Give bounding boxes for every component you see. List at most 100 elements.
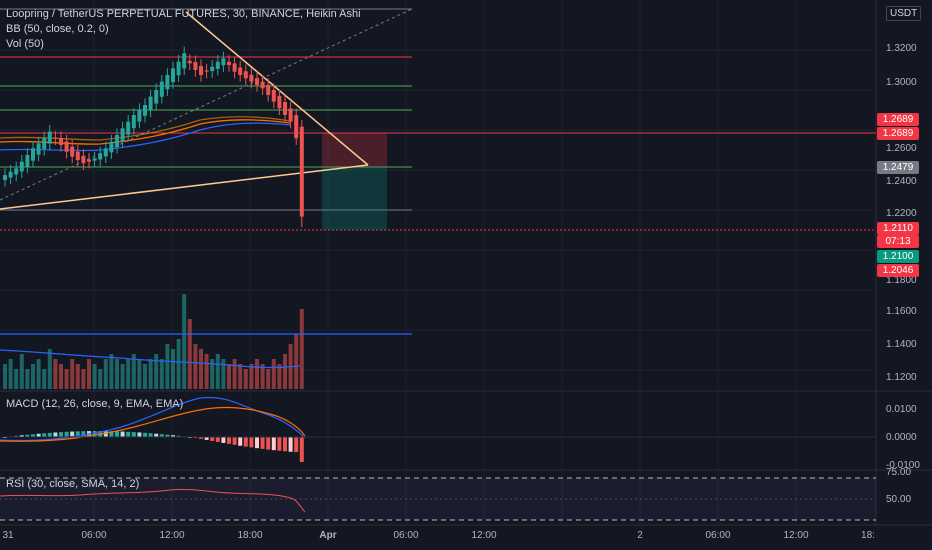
grid [0, 0, 875, 525]
volume-bar [19, 354, 24, 389]
macd-bar [143, 432, 147, 437]
macd-bar [171, 435, 175, 437]
candle [53, 137, 58, 139]
candle [103, 148, 108, 157]
candle [3, 175, 7, 180]
currency-label[interactable]: USDT [886, 6, 922, 21]
candle [232, 63, 237, 72]
volume-bar [255, 359, 259, 389]
candle [277, 95, 282, 109]
stop-loss-tag: 1.2689 [877, 113, 919, 126]
macd-bar [165, 434, 170, 437]
rsi-axis-label: 50.00 [886, 494, 912, 505]
volume-bar [154, 354, 159, 389]
rsi-legend[interactable]: RSI (30, close, SMA, 14, 2) [6, 478, 140, 490]
volume-bar [14, 369, 19, 389]
time-label: Apr [319, 530, 337, 541]
candle [187, 60, 192, 64]
macd-bar [92, 431, 97, 437]
macd-bar [25, 434, 30, 437]
candle [299, 126, 304, 217]
candle [92, 158, 97, 161]
volume-bar [199, 349, 203, 389]
macd-bar [255, 437, 259, 449]
macd-bar [47, 432, 52, 437]
volume-bar [227, 364, 231, 389]
candle [14, 168, 19, 175]
horizontal-levels[interactable] [0, 8, 876, 231]
macd-bar [294, 437, 299, 453]
candle [243, 71, 248, 79]
candle [199, 66, 203, 75]
candle [8, 171, 13, 178]
rsi-line [0, 488, 306, 513]
candle [98, 153, 103, 160]
candle [215, 61, 220, 69]
candle [283, 102, 287, 115]
volume-bar [47, 349, 52, 389]
price-label: 1.1600 [886, 306, 917, 317]
trendlines[interactable] [0, 8, 413, 210]
take-profit-zone[interactable] [322, 167, 387, 230]
macd-bar [232, 437, 237, 445]
volume-bar [131, 354, 136, 389]
macd-bar [14, 435, 19, 437]
volume-bar [70, 359, 75, 389]
volume-bar [221, 359, 226, 389]
candlestick-series[interactable] [3, 46, 304, 228]
macd-bar [210, 437, 215, 441]
macd-bar [59, 432, 63, 437]
vol-legend[interactable]: Vol (50) [6, 38, 44, 50]
volume-bar [182, 294, 187, 389]
volume-bar [98, 369, 103, 389]
macd-bar [115, 431, 119, 437]
macd-bar [159, 434, 164, 437]
macd-bar [42, 433, 47, 437]
macd-bar [243, 437, 248, 447]
candle [19, 161, 24, 172]
bar-countdown: 07:13 [877, 235, 919, 248]
candle [36, 143, 41, 155]
macd-axis-label: 0.0000 [886, 432, 917, 443]
time-label: 12:00 [471, 530, 497, 541]
stop-loss-zone[interactable] [322, 133, 387, 167]
volume-bar [204, 354, 209, 389]
candle [249, 74, 254, 82]
volume-bar [115, 359, 119, 389]
macd-bar [70, 431, 75, 437]
candle [255, 78, 259, 85]
volume-bar [243, 369, 248, 389]
candle [31, 148, 35, 161]
candle [260, 81, 265, 89]
candle [204, 70, 209, 72]
target-tag: 1.2100 [877, 250, 919, 263]
macd-bar [154, 433, 159, 437]
low-tag: 1.2046 [877, 264, 919, 277]
macd-legend[interactable]: MACD (12, 26, close, 9, EMA, EMA) [6, 398, 184, 410]
price-label: 1.3000 [886, 77, 917, 88]
bb-legend[interactable]: BB (50, close, 0.2, 0) [6, 23, 109, 35]
volume-bar [260, 364, 265, 389]
volume-bar [8, 359, 13, 389]
volume-bar [294, 334, 299, 389]
candle [59, 137, 63, 145]
candle [137, 110, 142, 122]
volume-bar [42, 369, 47, 389]
volume-bar [120, 364, 125, 389]
time-label: 06:00 [81, 530, 107, 541]
candle [25, 155, 30, 167]
macd-bar [260, 437, 265, 449]
macd-bar [36, 433, 41, 437]
volume-bar [36, 359, 41, 389]
macd-bar [215, 437, 220, 442]
bollinger-bands [0, 116, 291, 152]
price-label: 1.1400 [886, 339, 917, 350]
candle [148, 96, 153, 111]
last-price-tag: 1.2110 [877, 222, 919, 235]
volume-bar [64, 369, 69, 389]
macd-histogram [3, 431, 304, 462]
macd-bar [120, 431, 125, 437]
macd-bar [31, 434, 35, 437]
volume-bar [3, 364, 7, 389]
